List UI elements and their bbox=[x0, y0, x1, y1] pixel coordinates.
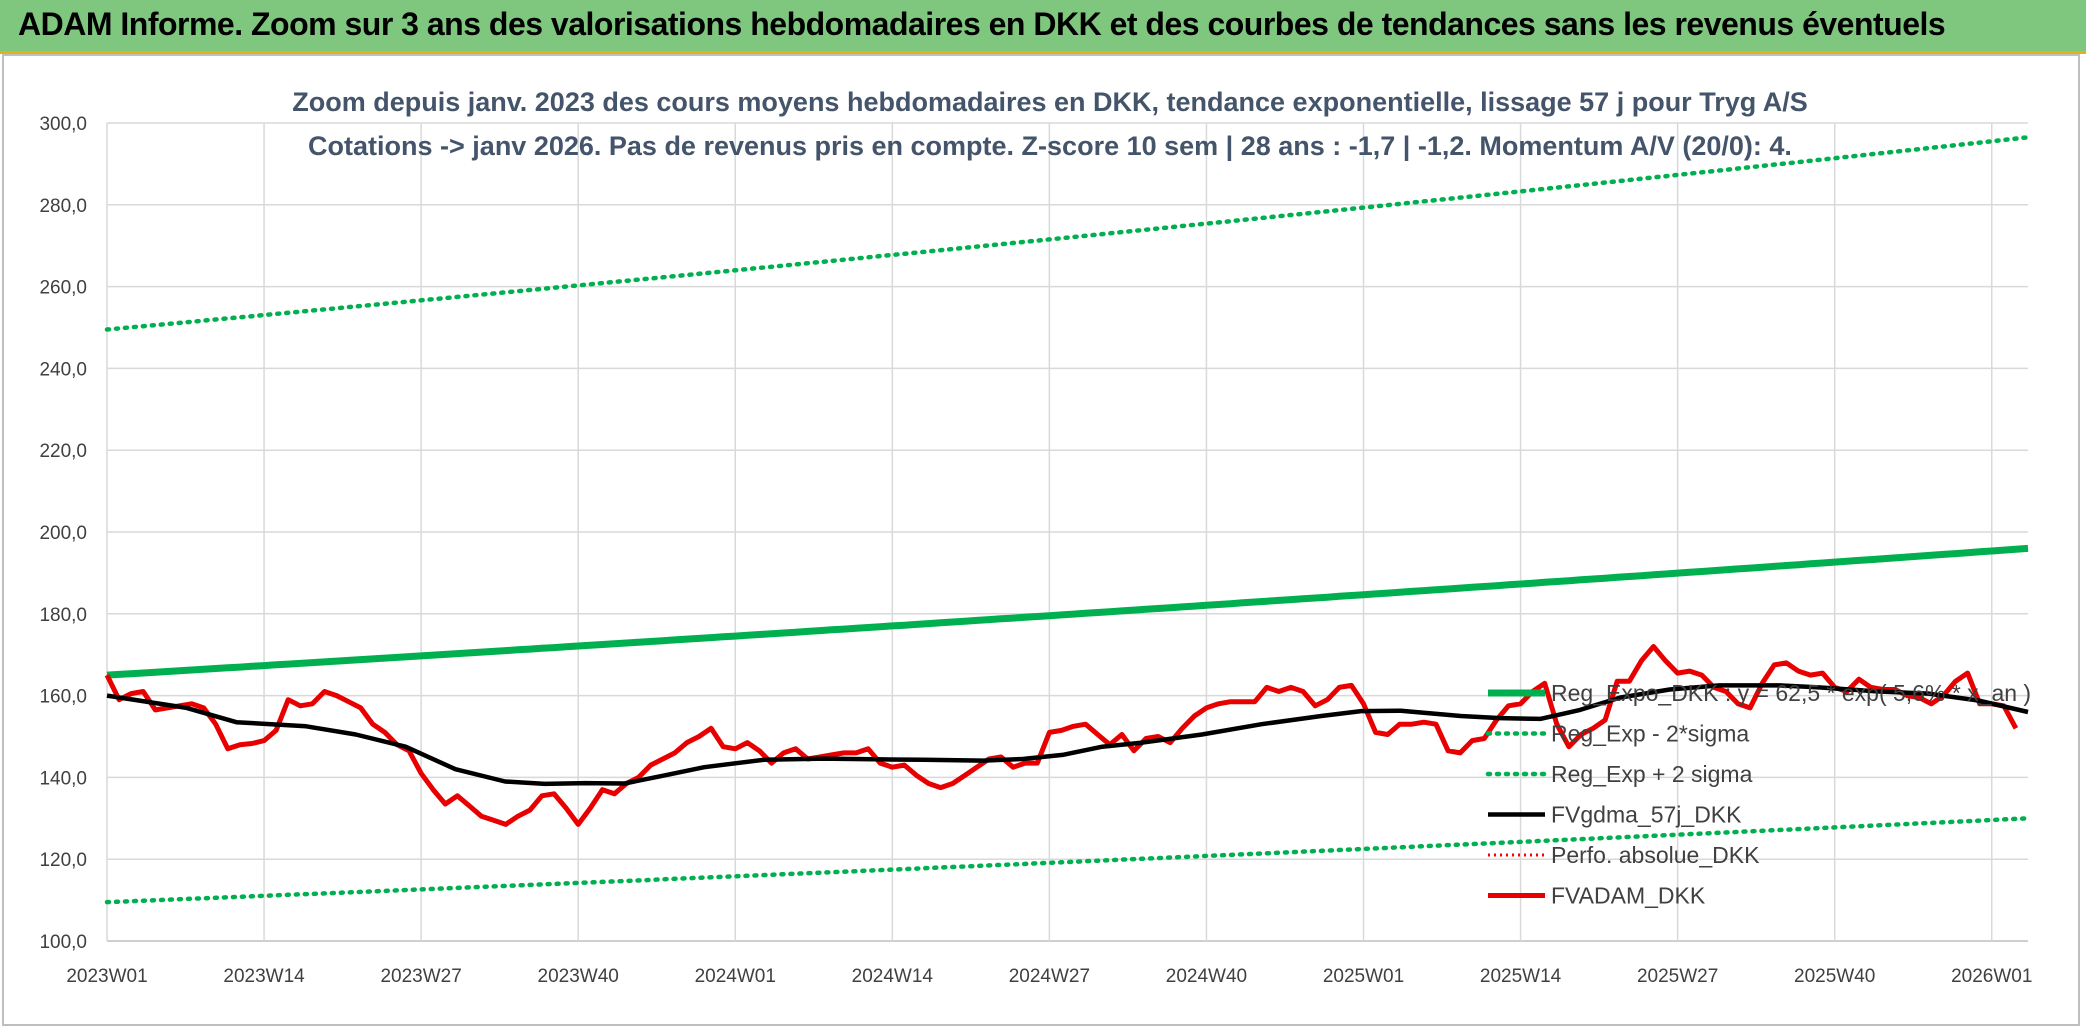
y-tick-label: 200,0 bbox=[39, 523, 87, 544]
series-line-reg-expo bbox=[106, 544, 2029, 679]
y-tick-label: 280,0 bbox=[39, 196, 87, 217]
chart-frame bbox=[2, 54, 2080, 1026]
legend-label-reg-expo: Reg_Expo_DKK : y = 62,5 * exp( 5,6% * x_… bbox=[1551, 680, 2031, 706]
x-tick-label: 2025W14 bbox=[1480, 966, 1562, 987]
x-tick-label: 2025W27 bbox=[1637, 966, 1718, 987]
legend: Reg_Expo_DKK : y = 62,5 * exp( 5,6% * x_… bbox=[1485, 680, 2031, 909]
x-tick-label: 2023W01 bbox=[66, 966, 147, 987]
y-tick-label: 160,0 bbox=[39, 687, 87, 708]
y-tick-label: 300,0 bbox=[39, 114, 87, 135]
y-tick-label: 240,0 bbox=[39, 359, 87, 380]
legend-label-fvadam: FVADAM_DKK bbox=[1551, 883, 1706, 909]
chart-title-line-2: Cotations -> janv 2026. Pas de revenus p… bbox=[308, 131, 1792, 161]
x-tick-label: 2024W14 bbox=[852, 966, 934, 987]
y-tick-label: 100,0 bbox=[39, 932, 87, 953]
chart-title-line-1: Zoom depuis janv. 2023 des cours moyens … bbox=[292, 87, 1807, 117]
plot-area bbox=[104, 135, 2031, 905]
y-tick-label: 260,0 bbox=[39, 278, 87, 299]
x-tick-label: 2023W40 bbox=[538, 966, 619, 987]
x-axis: 2023W01 2023W14 2023W27 2023W40 2024W01 2024W… bbox=[66, 966, 2032, 987]
y-axis: 100,0 120,0 140,0 160,0 180,0 200,0 220,0 240,0… bbox=[39, 114, 87, 953]
x-tick-label: 2023W27 bbox=[380, 966, 461, 987]
series-line-reg-plus bbox=[104, 135, 2031, 332]
legend-label-perfo: Perfo. absolue_DKK bbox=[1551, 842, 1760, 868]
series-line-fvadam bbox=[104, 644, 2019, 827]
x-tick-label: 2025W40 bbox=[1794, 966, 1875, 987]
y-tick-label: 120,0 bbox=[39, 850, 87, 871]
series-line-reg-minus bbox=[104, 816, 2031, 905]
x-tick-label: 2026W01 bbox=[1951, 966, 2032, 987]
x-tick-label: 2024W27 bbox=[1009, 966, 1090, 987]
legend-label-fvgdma: FVgdma_57j_DKK bbox=[1551, 802, 1742, 828]
series-line-fvgdma bbox=[106, 683, 2029, 787]
x-tick-label: 2024W40 bbox=[1166, 966, 1247, 987]
banner-title: ADAM Informe. Zoom sur 3 ans des valoris… bbox=[18, 6, 1946, 42]
y-tick-label: 140,0 bbox=[39, 768, 87, 789]
report-banner: ADAM Informe. Zoom sur 3 ans des valoris… bbox=[0, 0, 2086, 54]
y-tick-label: 180,0 bbox=[39, 605, 87, 626]
legend-label-reg-minus: Reg_Exp - 2*sigma bbox=[1551, 721, 1749, 747]
legend-label-reg-plus: Reg_Exp + 2 sigma bbox=[1551, 761, 1753, 787]
chart-title: Zoom depuis janv. 2023 des cours moyens … bbox=[292, 87, 1807, 161]
y-tick-label: 220,0 bbox=[39, 441, 87, 462]
gridlines bbox=[106, 122, 2028, 942]
x-tick-label: 2025W01 bbox=[1323, 966, 1404, 987]
x-tick-label: 2023W14 bbox=[223, 966, 305, 987]
x-tick-label: 2024W01 bbox=[695, 966, 776, 987]
